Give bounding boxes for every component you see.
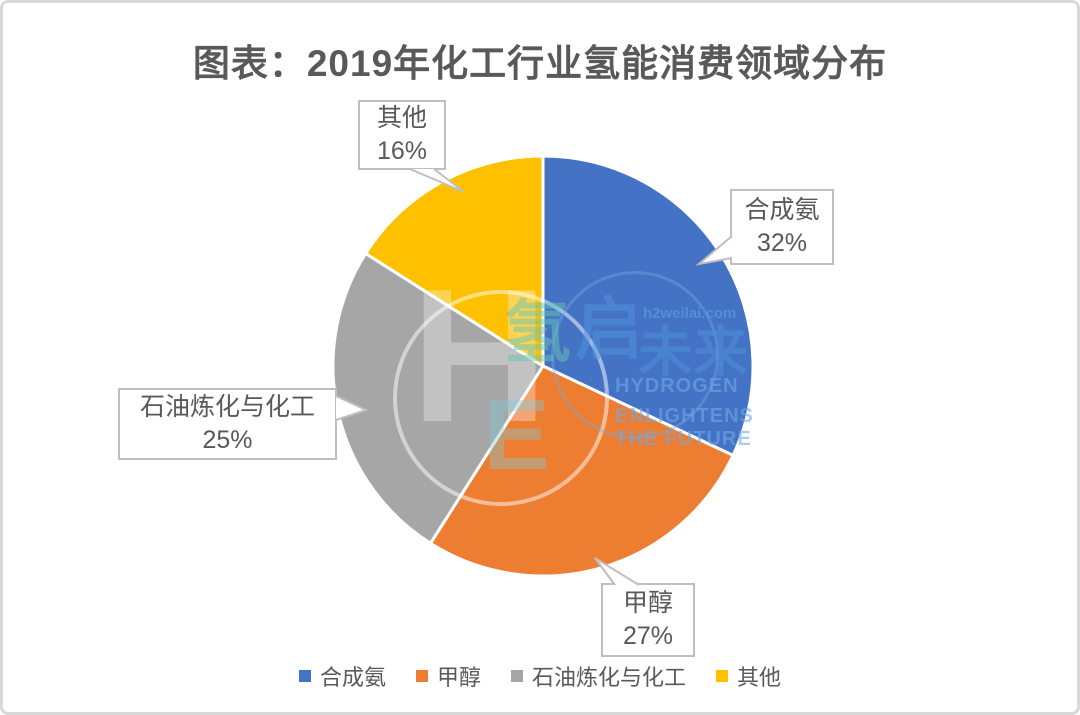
callout-methanol-label: 甲醇: [622, 589, 673, 617]
callout-refining: 石油炼化与化工 25%: [118, 388, 337, 460]
callout-methanol-pointer: [594, 557, 640, 586]
legend-swatch-ammonia: [298, 670, 311, 682]
legend-label-refining: 石油炼化与化工: [532, 665, 687, 690]
legend-item-other: 其他: [716, 660, 781, 692]
legend: 合成氨 甲醇 石油炼化与化工 其他: [3, 660, 1077, 692]
pie-chart: [331, 154, 755, 578]
callout-other-pointer: [409, 168, 465, 193]
legend-label-other: 其他: [737, 665, 782, 690]
callout-ammonia-label: 合成氨: [744, 196, 820, 224]
legend-swatch-other: [716, 670, 729, 682]
legend-swatch-refining: [511, 670, 523, 682]
callout-ammonia: 合成氨 32%: [730, 189, 834, 265]
legend-label-ammonia: 合成氨: [319, 665, 386, 690]
callout-refining-pointer: [335, 395, 369, 421]
callout-ammonia-pointer: [695, 235, 733, 266]
callout-refining-label: 石油炼化与化工: [139, 393, 315, 421]
callout-other-value: 16%: [376, 137, 428, 165]
legend-swatch-methanol: [415, 670, 428, 682]
legend-item-methanol: 甲醇: [415, 660, 481, 692]
callout-ammonia-value: 32%: [756, 229, 808, 257]
callout-other-label: 其他: [376, 104, 427, 132]
callout-other: 其他 16%: [358, 100, 446, 170]
legend-label-methanol: 甲醇: [436, 665, 481, 690]
legend-item-ammonia: 合成氨: [298, 660, 386, 692]
legend-item-refining: 石油炼化与化工: [511, 660, 686, 692]
callout-refining-value: 25%: [202, 426, 253, 454]
chart-title: 图表：2019年化工行业氢能消费领域分布: [192, 43, 888, 84]
callout-methanol: 甲醇 27%: [601, 583, 695, 657]
pie-chart-svg: [331, 154, 755, 578]
callout-methanol-value: 27%: [622, 622, 674, 650]
